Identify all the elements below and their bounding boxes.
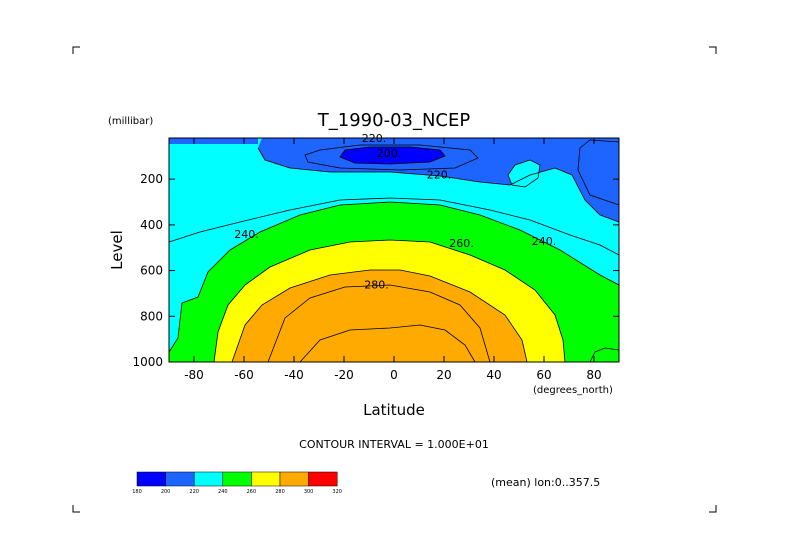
legend-swatch [136, 471, 166, 487]
y-tick-label: 1000 [132, 355, 163, 369]
band-200-220-left-edge [169, 138, 258, 144]
legend-swatch [222, 471, 252, 487]
legend-swatch [251, 471, 281, 487]
x-units-label: (degrees_north) [533, 385, 613, 396]
legend-swatch [279, 471, 309, 487]
y-tick-label: 600 [140, 264, 163, 278]
contour-label: 280. [364, 278, 389, 291]
legend-swatch [193, 471, 224, 487]
y-tick-label: 400 [140, 218, 163, 232]
y-tick-label: 200 [140, 172, 163, 186]
legend-value: 320 [332, 489, 342, 495]
y-axis: 200 400 600 800 1000 [132, 172, 619, 369]
blob-220-240 [508, 160, 540, 187]
legend-swatch [165, 471, 195, 487]
x-tick-label: 40 [486, 368, 501, 382]
x-tick-label: 80 [586, 368, 601, 382]
x-tick-label: -20 [334, 368, 354, 382]
legend-value: 240 [218, 489, 228, 495]
x-tick-label: -60 [234, 368, 254, 382]
x-tick-label: 60 [536, 368, 551, 382]
legend-value: 280 [275, 489, 285, 495]
corner-marks [72, 46, 717, 513]
color-legend: 180 200 220 240 260 280 300 320 [132, 471, 342, 495]
y-tick-label: 800 [140, 309, 163, 323]
legend-value: 220 [189, 489, 199, 495]
band-inner-280 [268, 285, 490, 362]
y-axis-label: Level [108, 230, 126, 270]
legend-swatch [308, 471, 338, 487]
contour-label: 200. [377, 147, 402, 160]
chart-title: T_1990-03_NCEP [317, 110, 471, 131]
contour-label: 240. [532, 235, 557, 248]
contour-interval-text: CONTOUR INTERVAL = 1.000E+01 [299, 438, 489, 451]
contour-label: 240. [234, 228, 259, 241]
mean-text: (mean) lon:0..357.5 [491, 476, 600, 489]
legend-value: 200 [161, 489, 171, 495]
x-tick-label: 20 [436, 368, 451, 382]
legend-value: 300 [304, 489, 314, 495]
y-units-label: (millibar) [108, 116, 153, 127]
x-axis-label: Latitude [363, 401, 425, 419]
legend-value: 260 [247, 489, 257, 495]
x-axis: -80 -60 -40 -20 0 20 40 60 80 [184, 138, 602, 382]
contour-label: 260. [449, 237, 474, 250]
contour-label: 220. [427, 169, 452, 182]
legend-value: 180 [132, 489, 142, 495]
x-tick-label: -80 [184, 368, 204, 382]
contour-lines [168, 139, 620, 363]
band-180-200 [340, 147, 445, 164]
x-tick-label: -40 [284, 368, 304, 382]
x-tick-label: 0 [390, 368, 398, 382]
plot-area: 200.220.240.240.260.280.220. [168, 132, 620, 363]
